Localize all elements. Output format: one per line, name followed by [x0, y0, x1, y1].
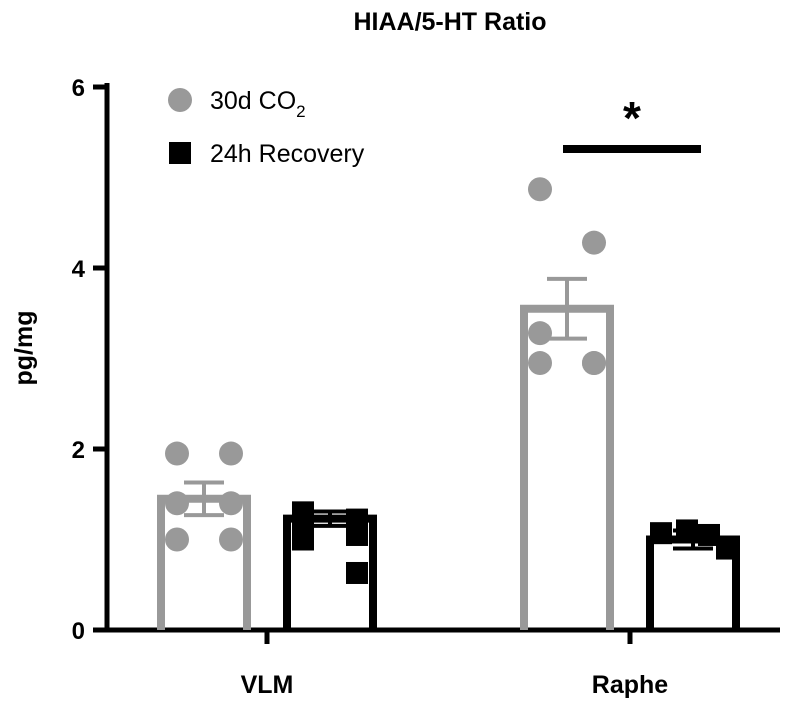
data-point: [346, 561, 368, 584]
y-tick-label: 2: [72, 437, 85, 464]
data-point: [528, 177, 552, 202]
legend-label: 30d CO2: [210, 87, 306, 121]
y-tick-label: 6: [72, 75, 85, 102]
x-tick-label: Raphe: [592, 671, 669, 699]
data-point: [165, 527, 189, 552]
data-point: [650, 522, 672, 545]
data-point: [292, 528, 314, 551]
data-point: [582, 230, 606, 255]
data-point: [219, 491, 243, 516]
data-point: [582, 351, 606, 376]
data-point: [219, 441, 243, 466]
x-tick-label: VLM: [241, 671, 294, 699]
data-point: [716, 537, 738, 560]
data-point: [698, 523, 720, 546]
bar: [157, 494, 251, 630]
data-point: [528, 351, 552, 376]
data-point: [165, 441, 189, 466]
legend: 30d CO2 24h Recovery: [168, 87, 365, 168]
plot-area: 0 2 4 6 VLM Raphe * 30d CO2 24h Recovery: [72, 75, 780, 699]
y-axis-label: pg/mg: [10, 311, 38, 386]
legend-label-subscript: 2: [296, 102, 305, 121]
significance-label: *: [623, 92, 641, 144]
data-point: [676, 519, 698, 542]
data-point: [165, 491, 189, 516]
data-point: [219, 527, 243, 552]
data-point: [346, 523, 368, 546]
legend-marker: [169, 142, 191, 164]
y-tick-label: 0: [72, 618, 85, 645]
legend-label: 24h Recovery: [210, 140, 365, 168]
legend-marker: [168, 88, 192, 112]
chart-title: HIAA/5-HT Ratio: [353, 8, 546, 36]
data-point: [528, 321, 552, 346]
y-tick-label: 4: [72, 256, 86, 283]
